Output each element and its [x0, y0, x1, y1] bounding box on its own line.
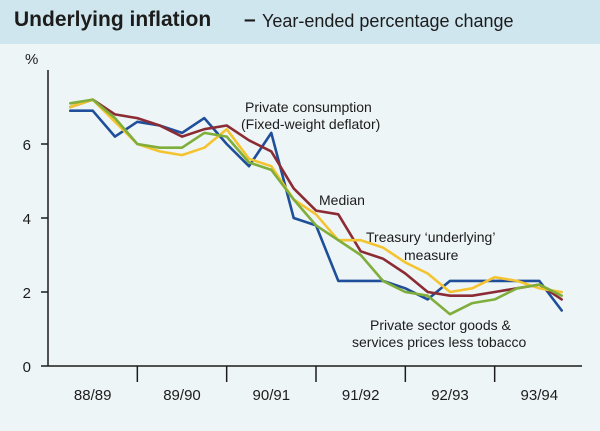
x-tick-label: 89/90 [163, 387, 201, 404]
x-tick-label: 91/92 [342, 387, 380, 404]
series-line-median [69, 98, 564, 301]
annotation-median: Median [319, 192, 365, 208]
y-tick-label: 2 [23, 285, 31, 302]
y-axis-label: % [25, 51, 38, 68]
y-tick-label: 6 [23, 137, 31, 154]
axes-group: 0 2 4 6 88/89 89/90 90/91 91/92 92/93 93/94 [23, 70, 582, 404]
chart-header [0, 0, 600, 44]
annotation-private-sector-line1: Private sector goods & [370, 317, 512, 333]
x-tick-label: 90/91 [253, 387, 291, 404]
title-separator: – [244, 8, 256, 31]
series-line-private-sector-goods-services-prices-less-tobacco [69, 98, 564, 316]
x-tick-label: 93/94 [521, 387, 559, 404]
chart-subtitle: Year-ended percentage change [262, 11, 514, 31]
y-tick-label: 0 [23, 359, 31, 376]
annotation-private-consumption-line2: (Fixed-weight deflator) [241, 116, 380, 132]
annotation-treasury-line1: Treasury ‘underlying’ [366, 229, 495, 245]
series-lines-group [69, 98, 564, 316]
annotation-treasury-line2: measure [404, 247, 459, 263]
annotation-private-sector-line2: services prices less tobacco [352, 334, 527, 350]
chart-title: Underlying inflation [14, 8, 212, 31]
y-tick-label: 4 [23, 211, 31, 228]
annotation-private-consumption-line1: Private consumption [245, 99, 372, 115]
series-line-treasury-underlying-measure [69, 98, 564, 294]
x-tick-label: 88/89 [74, 387, 112, 404]
x-tick-label: 92/93 [431, 387, 469, 404]
